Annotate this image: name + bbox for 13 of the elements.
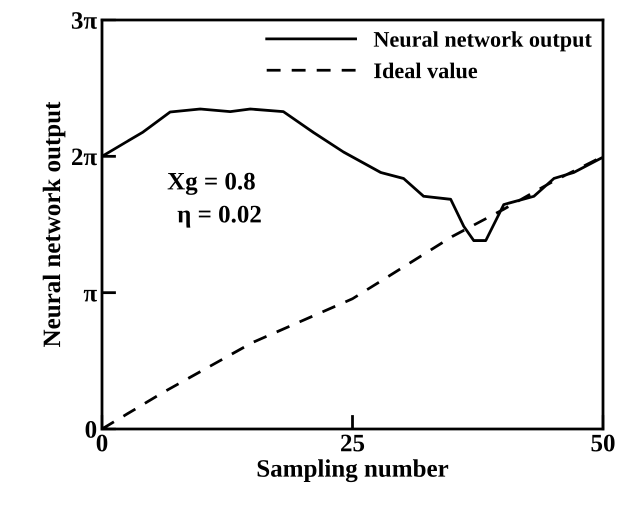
annotation: η = 0.02: [178, 206, 261, 228]
y-tick-label: 3π: [72, 12, 97, 29]
y-tick-label: π: [84, 290, 97, 302]
y-tick-label: 0: [86, 421, 96, 438]
y-axis-title: Neural network output: [42, 102, 66, 347]
y-tick-label: 2π: [72, 148, 97, 166]
x-tick-label: 0: [96, 434, 108, 452]
x-tick-label: 25: [341, 434, 364, 452]
annotation: Xg = 0.8: [168, 172, 255, 195]
legend-label: Ideal value: [374, 62, 478, 78]
x-axis-title: Sampling number: [258, 459, 448, 482]
legend-label: Neural network output: [374, 31, 592, 52]
x-tick-label: 50: [592, 434, 615, 452]
